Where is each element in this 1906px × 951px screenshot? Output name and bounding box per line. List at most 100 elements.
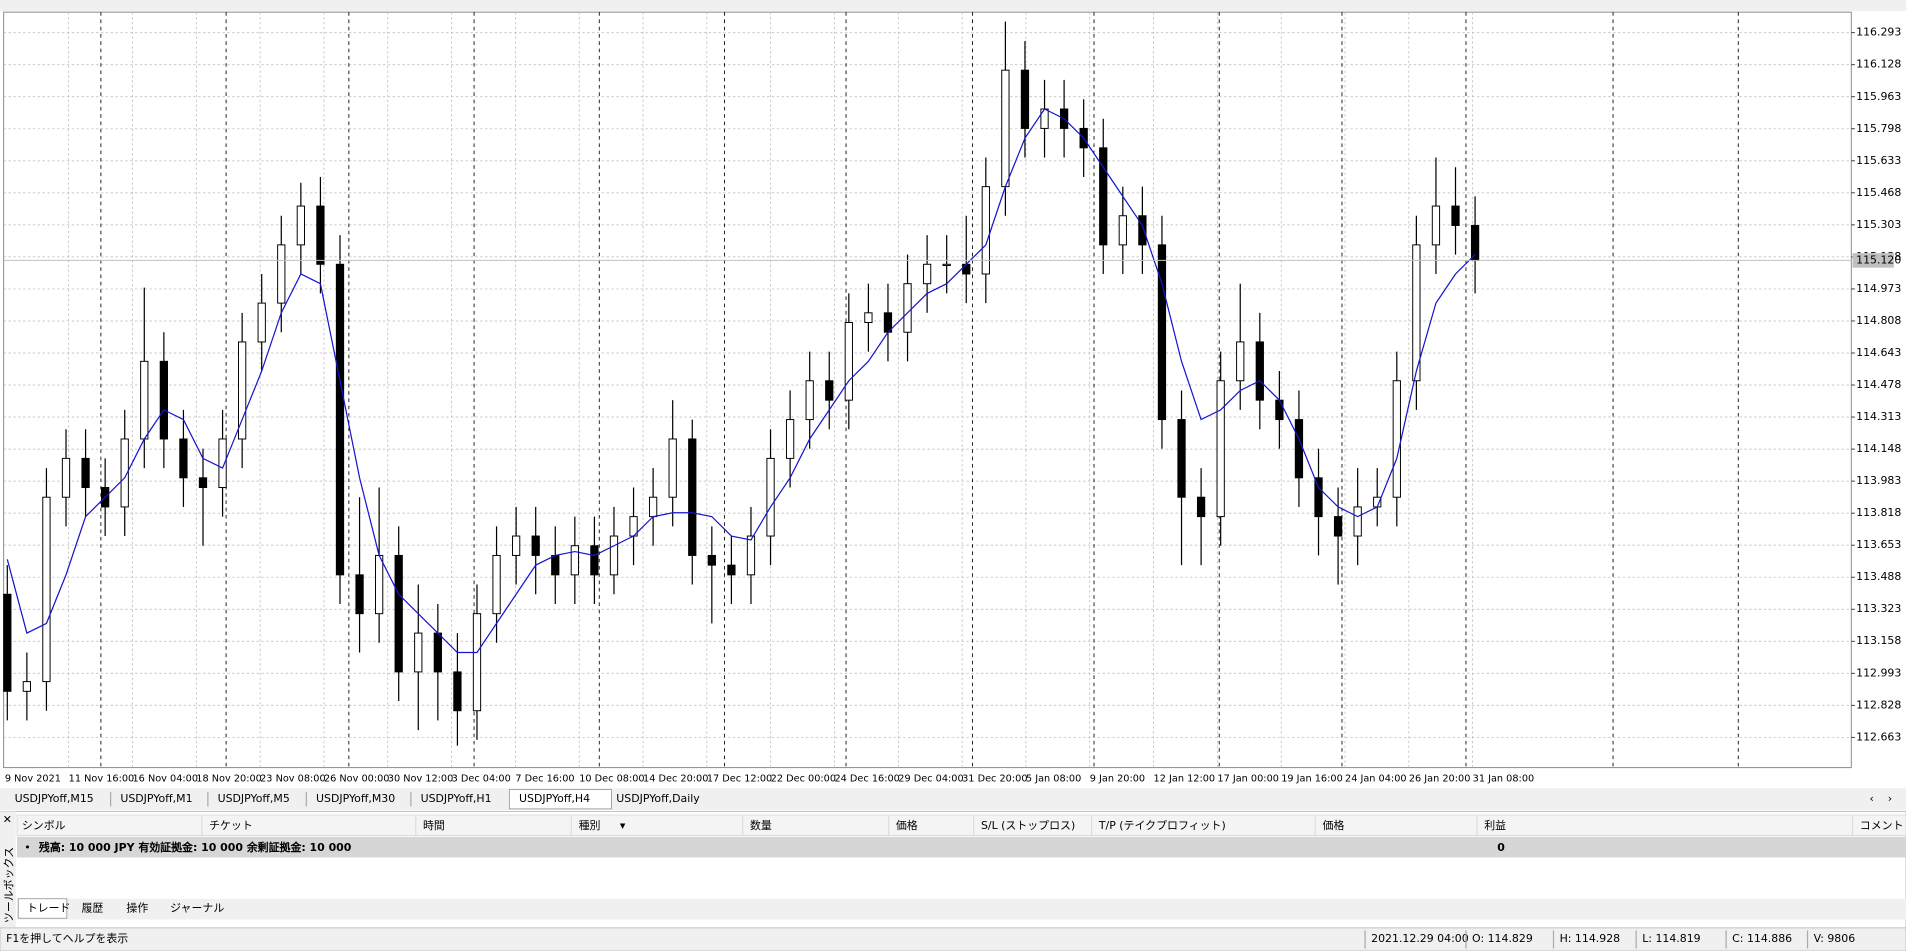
y-tick-label: 115.798 (1856, 122, 1901, 135)
candle-body (433, 632, 442, 673)
candle-body (1275, 399, 1284, 421)
x-tick-label: 11 Nov 16:00 (69, 774, 135, 785)
chart-tab[interactable]: USDJPYoff,M5 (218, 792, 290, 805)
status-bar (0, 927, 1906, 951)
y-tick-label: 116.293 (1856, 26, 1901, 39)
candle-body (922, 263, 932, 285)
column-header[interactable]: コメント (1860, 819, 1904, 832)
tab-scroll[interactable]: › (1888, 792, 1892, 805)
candle-body (277, 244, 286, 304)
chart-tab[interactable]: USDJPYoff,M30 (316, 792, 395, 805)
y-tick-label: 112.993 (1856, 666, 1901, 679)
x-tick-label: 3 Dec 04:00 (452, 774, 511, 785)
y-tick-label: 113.983 (1856, 474, 1901, 487)
candle-body (1118, 215, 1127, 246)
chart-tab[interactable]: USDJPYoff,Daily (616, 792, 700, 805)
candle-body (648, 496, 658, 518)
column-header[interactable]: T/P (テイクプロフィット) (1098, 819, 1226, 832)
x-tick-label: 16 Nov 04:00 (132, 774, 198, 785)
candle-body (375, 554, 384, 615)
candle-body (355, 574, 364, 615)
candle-body (1431, 205, 1441, 246)
y-tick-label: 114.808 (1856, 314, 1901, 327)
terminal-tab[interactable]: 操作 (126, 900, 148, 914)
candle-body (1001, 69, 1010, 188)
candle-body (962, 263, 971, 275)
status-close: C: 114.886 (1732, 932, 1792, 945)
x-tick-label: 26 Jan 20:00 (1409, 774, 1471, 785)
column-header[interactable]: 種別 (579, 818, 601, 832)
y-tick-label: 114.973 (1856, 282, 1901, 295)
candle-body (42, 496, 51, 683)
candle-body (668, 438, 677, 498)
terminal-tab[interactable]: ジャーナル (170, 901, 224, 914)
candle-body (590, 545, 599, 576)
balance-profit: 0 (1497, 841, 1505, 854)
candle-body (844, 322, 853, 401)
candle-body (61, 457, 71, 498)
y-tick-label: 112.828 (1856, 698, 1901, 711)
x-tick-label: 14 Dec 20:00 (643, 774, 708, 785)
terminal-tab[interactable]: トレード (27, 901, 71, 914)
column-header[interactable]: S/L (ストップロス) (981, 819, 1075, 832)
status-volume: V: 9806 (1814, 932, 1856, 945)
terminal-tab[interactable]: 履歴 (81, 901, 103, 914)
column-header[interactable]: 時間 (423, 819, 445, 832)
candle-body (1314, 477, 1323, 518)
sort-arrow: ▾ (620, 819, 626, 832)
candle-body (1353, 506, 1362, 537)
candle-body (1177, 419, 1186, 498)
column-header[interactable]: 価格 (1323, 818, 1345, 832)
candle-body (1333, 516, 1343, 537)
column-header[interactable]: 数量 (750, 819, 772, 832)
close-button[interactable]: ✕ (3, 813, 12, 826)
candle-body (1196, 496, 1206, 518)
candle-body (159, 360, 168, 440)
y-tick-label: 115.303 (1856, 218, 1901, 231)
x-tick-label: 18 Nov 20:00 (196, 774, 262, 785)
candle-body (335, 263, 345, 576)
active-tab (508, 789, 612, 810)
status-help: F1を押してヘルプを表示 (6, 931, 128, 945)
tab-scroll[interactable]: ‹ (1870, 792, 1874, 805)
candle-body (1236, 341, 1245, 382)
candle-body (140, 360, 149, 440)
candle-body (1216, 380, 1225, 518)
chart-area (3, 11, 1852, 769)
candle-body (1294, 419, 1304, 479)
chart-tab[interactable]: USDJPYoff,H1 (421, 792, 492, 805)
x-tick-label: 17 Jan 00:00 (1217, 774, 1279, 785)
candle-body (727, 564, 736, 576)
chart-tab[interactable]: USDJPYoff,M1 (120, 792, 192, 805)
status-open: O: 114.829 (1472, 932, 1533, 945)
x-tick-label: 7 Dec 16:00 (515, 774, 574, 785)
candle-body (1412, 244, 1421, 382)
candle-body (707, 554, 716, 566)
chart-tab[interactable]: USDJPYoff,M15 (15, 792, 94, 805)
x-tick-label: 31 Dec 20:00 (962, 774, 1027, 785)
column-header[interactable]: シンボル (22, 819, 66, 832)
x-tick-label: 24 Jan 04:00 (1345, 774, 1407, 785)
candle-body (903, 283, 912, 333)
y-tick-label: 115.633 (1856, 154, 1901, 167)
candle-body (746, 535, 756, 576)
y-tick-label: 115.963 (1856, 90, 1901, 103)
candle-body (492, 554, 501, 615)
chart-tab[interactable]: USDJPYoff,H4 (519, 792, 590, 805)
column-header[interactable]: 価格 (896, 818, 918, 832)
candle-body (1099, 147, 1108, 246)
candle-body (1451, 205, 1460, 226)
x-tick-label: 30 Nov 12:00 (388, 774, 454, 785)
candle-body (179, 438, 188, 479)
candle-body (785, 419, 795, 459)
candle-body (1392, 380, 1401, 498)
y-tick-label: 116.128 (1856, 58, 1901, 71)
candle-body (198, 477, 208, 488)
y-tick-label: 114.313 (1856, 410, 1901, 423)
column-header[interactable]: 利益 (1484, 818, 1506, 832)
column-header[interactable]: チケット (209, 819, 253, 832)
y-tick-label: 112.663 (1856, 730, 1901, 743)
y-tick-label: 113.488 (1856, 570, 1901, 583)
candle-body (551, 554, 560, 576)
